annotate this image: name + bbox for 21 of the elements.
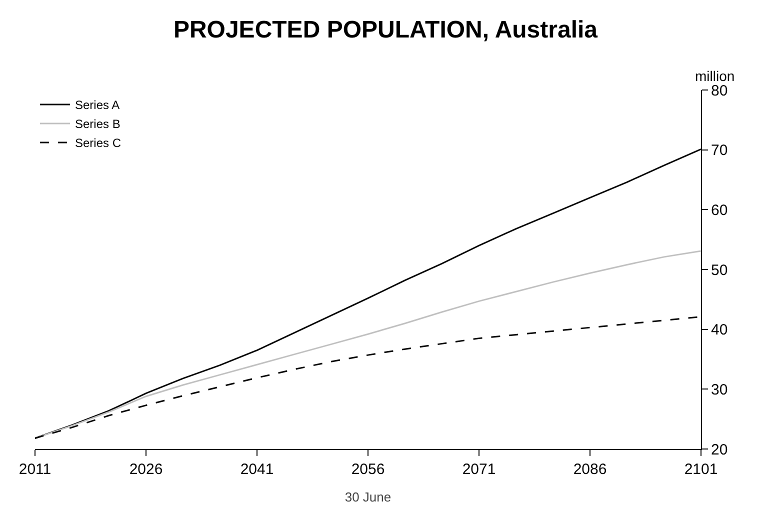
x-axis-title: 30 June [344,490,392,505]
x-tick-label: 2071 [462,461,496,478]
y-tick-label: 80 [711,82,728,100]
y-axis-title: million [695,68,735,84]
x-tick-label: 2041 [240,461,274,478]
y-tick-label: 30 [711,381,728,398]
legend-label: Series B [75,117,120,132]
x-tick-label: 2011 [18,461,52,478]
y-tick-label: 50 [711,262,728,279]
y-tick-label: 70 [711,142,728,160]
line-series [35,250,701,439]
y-tick-label: 40 [711,322,728,339]
x-tick-label: 2086 [573,461,607,478]
x-tick-label: 2026 [129,461,163,478]
y-tick-label: 20 [711,441,728,458]
legend-label: Series A [75,98,120,112]
x-tick-label: 2056 [351,461,385,478]
chart-title: PROJECTED POPULATION, Australia [173,16,598,44]
y-tick-label: 60 [711,202,728,219]
x-tick-label: 2101 [684,461,718,478]
legend-label: Series C [75,136,122,150]
